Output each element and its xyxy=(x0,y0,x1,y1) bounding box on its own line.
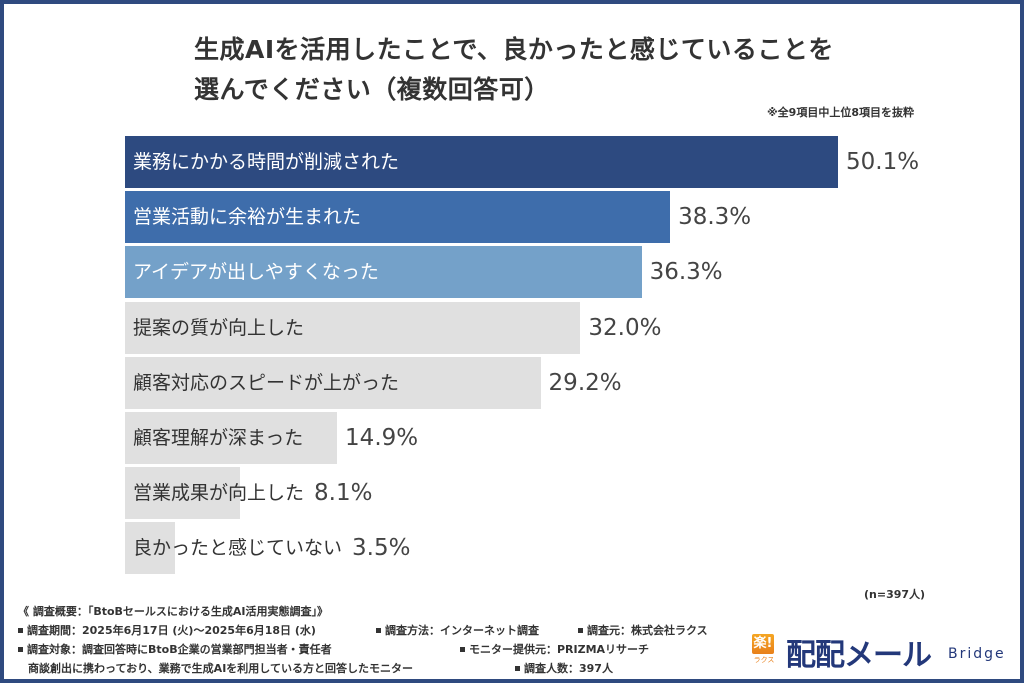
bullet-icon xyxy=(578,627,583,633)
bar-value-5: 29.2% xyxy=(548,369,622,396)
bar-6 xyxy=(125,412,338,464)
bar-4 xyxy=(125,301,581,354)
title-line-1: 生成AIを活用したことで、良かったと感じていることを xyxy=(194,35,834,64)
logo-suffix-text: Bridge xyxy=(948,646,1006,662)
bar-1 xyxy=(125,136,838,188)
sample-size-note: (n=397人) xyxy=(864,588,926,601)
bar-value-8: 3.5% xyxy=(352,535,411,562)
bar-chart: 業務にかかる時間が削減された 50.1% 営業活動に余裕が生まれた 38.3% アイデア… xyxy=(4,4,1024,604)
bar-value-7: 8.1% xyxy=(314,480,373,507)
survey-heading: 《 調査概要：「BtoBセールスにおける生成AI活用実態調査」》 xyxy=(18,605,329,618)
bar-2 xyxy=(125,191,671,244)
bar-label-3: アイデアが出しやすくなった xyxy=(133,261,379,284)
excerpt-note: ※全9項目中上位8項目を抜粋 xyxy=(766,106,914,119)
logo-main-text: 配配メール xyxy=(786,638,932,673)
logo-sub-text: ラクス xyxy=(753,656,775,664)
bar-label-2: 営業活動に余裕が生まれた xyxy=(133,206,362,229)
survey-method: 調査方法：インターネット調査 xyxy=(385,624,539,637)
bullet-icon xyxy=(18,627,23,633)
bar-label-5: 顧客対応のスピードが上がった xyxy=(133,371,400,394)
bullet-icon xyxy=(376,627,381,633)
bar-label-8: 良かったと感じていない xyxy=(133,537,343,560)
bar-label-4: 提案の質が向上した xyxy=(133,316,305,339)
survey-provider: モニター提供元：PRIZMAリサーチ xyxy=(469,643,650,656)
bullet-icon xyxy=(18,646,23,652)
survey-overview: 《 調査概要：「BtoBセールスにおける生成AI活用実態調査」》 調査期間：20… xyxy=(18,602,708,678)
bar-value-2: 38.3% xyxy=(678,204,752,231)
bar-3 xyxy=(125,246,642,299)
survey-target-cont: 商談創出に携わっており、業務で生成AIを利用している方と回答したモニター xyxy=(28,662,413,675)
bar-value-4: 32.0% xyxy=(588,314,662,341)
chart-title: 生成AIを活用したことで、良かったと感じていることを 選んでください（複数回答可… xyxy=(194,30,894,110)
bar-value-6: 14.9% xyxy=(345,425,419,451)
title-line-2: 選んでください（複数回答可） xyxy=(194,75,550,104)
survey-period: 調査期間：2025年6月17日 (火)〜2025年6月18日 (水) xyxy=(27,624,316,637)
rakus-logo-icon: 楽! xyxy=(752,634,774,654)
brand-logo: 楽! ラクス 配配メール Bridge xyxy=(752,632,1014,673)
survey-target: 調査対象：調査回答時にBtoB企業の営業部門担当者・責任者 xyxy=(27,643,332,656)
bullet-icon xyxy=(515,665,520,671)
bullet-icon xyxy=(460,646,465,652)
bar-5 xyxy=(125,356,541,409)
bar-label-6: 顧客理解が深まった xyxy=(133,427,304,449)
bar-value-1: 50.1% xyxy=(846,149,920,175)
bar-7 xyxy=(125,467,241,520)
bar-value-3: 36.3% xyxy=(649,259,723,286)
survey-source: 調査元：株式会社ラクス xyxy=(587,624,708,637)
bar-8 xyxy=(125,522,175,575)
bar-label-1: 業務にかかる時間が削減された xyxy=(133,151,400,173)
bar-label-7: 営業成果が向上した xyxy=(133,482,305,505)
survey-count: 調査人数：397人 xyxy=(524,662,613,675)
